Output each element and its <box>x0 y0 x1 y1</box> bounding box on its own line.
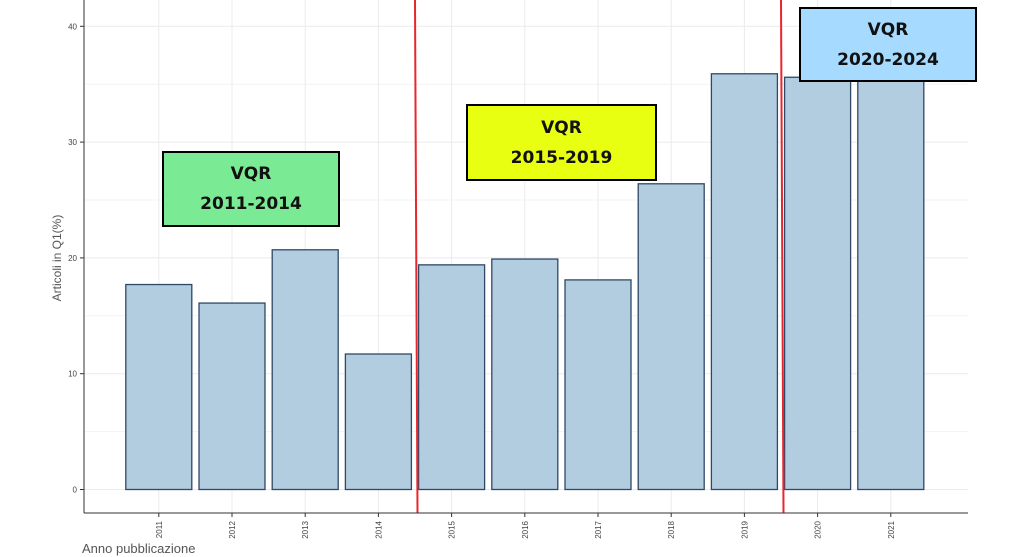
y-axis-title: Articoli in Q1(%) <box>50 215 64 302</box>
x-tick-label: 2013 <box>301 520 310 538</box>
x-tick-label: 2018 <box>667 520 676 538</box>
bars <box>125 71 925 491</box>
bar-2014 <box>344 353 413 491</box>
bar-2018 <box>637 183 705 491</box>
vqr-period: 2011-2014 <box>200 194 302 214</box>
y-tick-label: 30 <box>68 138 77 147</box>
period-divider <box>780 0 785 514</box>
vqr-title: VQR <box>230 164 272 184</box>
bar-2017 <box>564 279 632 491</box>
y-tick-label: 40 <box>68 22 77 31</box>
x-tick-label: 2011 <box>155 520 164 538</box>
bar-2019 <box>710 73 779 491</box>
period-divider <box>414 0 419 514</box>
x-tick-label: 2015 <box>448 520 457 538</box>
bar-2021 <box>857 71 925 491</box>
y-tick-label: 10 <box>68 370 77 379</box>
x-tick-label: 2012 <box>228 520 237 538</box>
x-tick-label: 2019 <box>740 520 749 538</box>
x-tick-label: 2017 <box>594 520 603 538</box>
y-tick-label: 0 <box>73 486 78 495</box>
x-tick-label: 2020 <box>814 520 823 538</box>
vqr-title: VQR <box>541 117 582 138</box>
vqr-2015-2019-label: VQR 2015-2019 <box>466 104 657 181</box>
x-tick-label: 2016 <box>521 520 530 538</box>
vqr-period: 2020-2024 <box>837 49 939 70</box>
period-dividers <box>414 0 785 514</box>
vqr-2020-2024-label: VQR 2020-2024 <box>799 7 977 82</box>
bar-2011 <box>125 283 193 491</box>
bar-2020 <box>783 76 852 491</box>
bar-2013 <box>271 249 339 491</box>
vqr-period: 2015-2019 <box>510 147 613 168</box>
bar-2016 <box>491 258 559 491</box>
bar-2012 <box>198 302 266 491</box>
vqr-2011-2014-label: VQR 2011-2014 <box>162 151 340 227</box>
axes: 0 10 20 30 40 2011 2012 2013 2014 2015 2016 2017 201… <box>68 0 968 539</box>
x-tick-label: 2021 <box>887 520 896 538</box>
vqr-title: VQR <box>867 19 909 40</box>
x-axis-title: Anno pubblicazione <box>82 541 195 556</box>
y-tick-label: 20 <box>68 254 77 263</box>
x-tick-label: 2014 <box>374 520 383 538</box>
bar-2015 <box>417 264 486 491</box>
